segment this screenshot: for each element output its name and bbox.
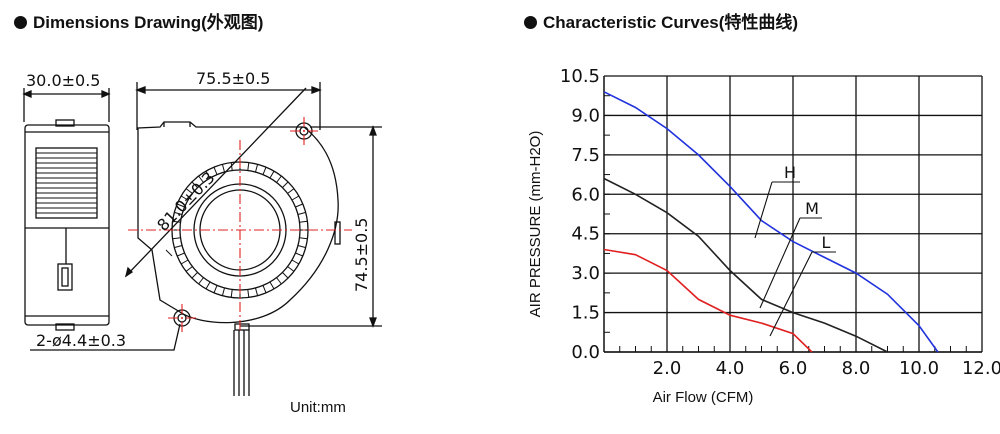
x-axis-label: Air Flow (CFM)	[653, 389, 754, 406]
dimensions-title-text: Dimensions Drawing(外观图)	[33, 13, 264, 32]
y-tick-label: 10.5	[560, 66, 600, 87]
y-tick-label: 7.5	[571, 145, 600, 166]
dim-depth: 30.0±0.5	[26, 71, 100, 90]
x-tick-label: 6.0	[779, 358, 808, 379]
dim-width: 75.5±0.5	[196, 69, 270, 88]
curve-label-h: H	[784, 163, 796, 182]
y-axis-label: AIR PRESSURE (mm-H2O)	[527, 131, 544, 318]
bullet-icon	[14, 16, 27, 29]
series-line-l	[603, 248, 813, 353]
curves-title-text: Characteristic Curves(特性曲线)	[543, 13, 799, 32]
fan-front-view	[30, 82, 382, 396]
y-tick-label: 0.0	[571, 342, 600, 363]
curve-label-m: M	[805, 199, 819, 218]
characteristic-chart: 2.0 4.0 6.0 8.0 10.0 12.0 0.0 1.5 3.0 4.5 6.0 7.5 9.…	[527, 66, 1000, 406]
curve-label-leader	[769, 251, 813, 337]
x-tick-label: 12.0	[962, 358, 1000, 379]
dim-diagonal: 81.0±0.3	[153, 168, 218, 235]
y-tick-label: 6.0	[571, 184, 600, 205]
x-tick-label: 8.0	[842, 358, 871, 379]
y-tick-label: 1.5	[571, 303, 600, 324]
y-tick-label: 4.5	[571, 224, 600, 245]
dimensions-title: Dimensions Drawing(外观图)	[14, 8, 263, 33]
y-tick-label: 3.0	[571, 263, 600, 284]
curves-title: Characteristic Curves(特性曲线)	[524, 8, 798, 33]
dim-height: 74.5±0.5	[352, 218, 371, 292]
centerlines	[128, 117, 352, 332]
curve-label-leader	[754, 181, 773, 239]
unit-label: Unit:mm	[290, 399, 346, 416]
y-tick-label: 9.0	[571, 105, 600, 126]
curve-label-leader	[759, 217, 801, 309]
fan-side-view	[22, 88, 111, 331]
dim-hole: 2-ø4.4±0.3	[36, 331, 126, 350]
x-tick-label: 10.0	[899, 358, 939, 379]
series-line-m	[603, 177, 888, 353]
series-line-h	[603, 91, 939, 353]
x-tick-label: 2.0	[653, 358, 682, 379]
curve-label-l: L	[822, 233, 831, 252]
x-tick-label: 4.0	[716, 358, 745, 379]
bullet-icon	[524, 16, 537, 29]
